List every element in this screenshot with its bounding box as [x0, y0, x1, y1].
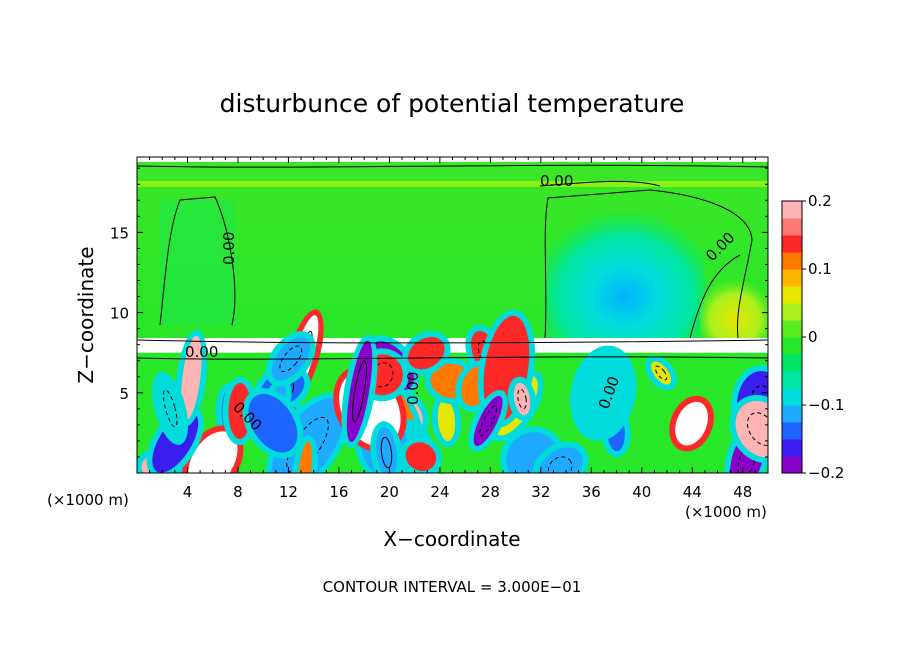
colorbar-swatch [782, 456, 802, 474]
x-axis-unit-right: (×1000 m) [685, 503, 767, 521]
x-tick-label: 24 [430, 483, 449, 501]
x-tick-label: 28 [481, 483, 500, 501]
anomaly-core [575, 351, 631, 436]
colorbar-swatch [782, 252, 802, 270]
warm-anomaly [700, 270, 768, 340]
y-axis: 5 10 15 [110, 167, 768, 458]
anomaly-core [408, 336, 445, 370]
colorbar-tick-label: −0.2 [808, 464, 844, 482]
colorbar-tick-label: 0.1 [808, 260, 832, 278]
anomaly-core [437, 399, 456, 442]
anomaly-core [473, 395, 503, 446]
contour-lines [137, 164, 768, 360]
anomaly-core [248, 394, 298, 453]
contour-label: 0.00 [185, 343, 218, 361]
x-axis-unit-left: (×1000 m) [47, 491, 129, 509]
anomaly-contour [352, 360, 367, 423]
anomaly-contour [380, 436, 393, 469]
anomaly-core [537, 447, 583, 473]
x-tick-label: 4 [183, 483, 193, 501]
x-axis-label: X−coordinate [383, 527, 520, 551]
y-tick-label: 5 [119, 385, 129, 403]
anomaly-contour [279, 345, 303, 373]
anomaly-contour [517, 388, 527, 410]
x-axis: 4 8 12 16 20 24 28 32 36 40 44 48 [149, 157, 756, 501]
x-tick-label: 44 [683, 483, 702, 501]
x-tick-label: 16 [329, 483, 348, 501]
anomaly-core [188, 431, 238, 473]
tropopause-band [137, 181, 768, 187]
cool-anomaly [545, 195, 705, 340]
chart-title: disturbunce of potential temperature [220, 89, 685, 118]
colorbar-swatch [782, 303, 802, 321]
anomaly-core [346, 340, 373, 443]
anomaly-core [675, 401, 708, 446]
left-near-zero-region [160, 200, 235, 325]
colorbar-tick-label: 0.2 [808, 192, 832, 210]
colorbar-swatch [782, 439, 802, 457]
contour-label: 0.00 [540, 172, 573, 190]
anomaly-core [405, 442, 437, 472]
anomaly-contour [547, 456, 573, 473]
x-tick-label: 8 [233, 483, 243, 501]
colorbar-swatch [782, 337, 802, 355]
colorbar-swatch [782, 388, 802, 406]
x-tick-label: 36 [582, 483, 601, 501]
colorbar-tick-label: −0.1 [808, 396, 844, 414]
y-tick-label: 10 [110, 305, 129, 323]
y-tick-label: 15 [110, 224, 129, 242]
colorbar: 0.2 0.1 0 −0.1 −0.2 [781, 192, 844, 482]
colorbar-swatch [782, 405, 802, 423]
colorbar-swatch [782, 218, 802, 236]
x-tick-label: 12 [279, 483, 298, 501]
colorbar-swatch [782, 201, 802, 219]
colorbar-swatch [782, 320, 802, 338]
anomaly-contour [654, 365, 668, 381]
y-axis-label: Z−coordinate [74, 246, 98, 383]
anomaly-core [376, 427, 397, 473]
contour-label: 0.00 [404, 372, 422, 405]
colorbar-swatch [782, 235, 802, 253]
x-tick-label: 48 [733, 483, 752, 501]
anomaly-contour [746, 412, 768, 446]
contour-interval-note: CONTOUR INTERVAL = 3.000E−01 [323, 578, 582, 596]
colorbar-swatch [782, 286, 802, 304]
colorbar-swatch [782, 371, 802, 389]
anomaly-core [735, 400, 768, 458]
colorbar-tick-label: 0 [808, 328, 818, 346]
anomaly-core [513, 382, 531, 416]
anomaly-core [298, 441, 313, 473]
anomaly-core [181, 335, 202, 421]
x-tick-label: 32 [531, 483, 550, 501]
contour-label: 0.00 [220, 232, 238, 265]
anomaly-contour [479, 405, 497, 437]
anomaly-contour [162, 389, 178, 428]
anomaly-core [651, 361, 672, 385]
plot-area: 0.00 0.00 0.00 0.00 0.00 0.00 0.00 [137, 157, 768, 473]
x-tick-label: 40 [632, 483, 651, 501]
colorbar-swatch [782, 422, 802, 440]
lower-layer-field [137, 309, 768, 473]
colorbar-swatch [782, 354, 802, 372]
x-tick-label: 20 [380, 483, 399, 501]
colorbar-swatch [782, 269, 802, 287]
